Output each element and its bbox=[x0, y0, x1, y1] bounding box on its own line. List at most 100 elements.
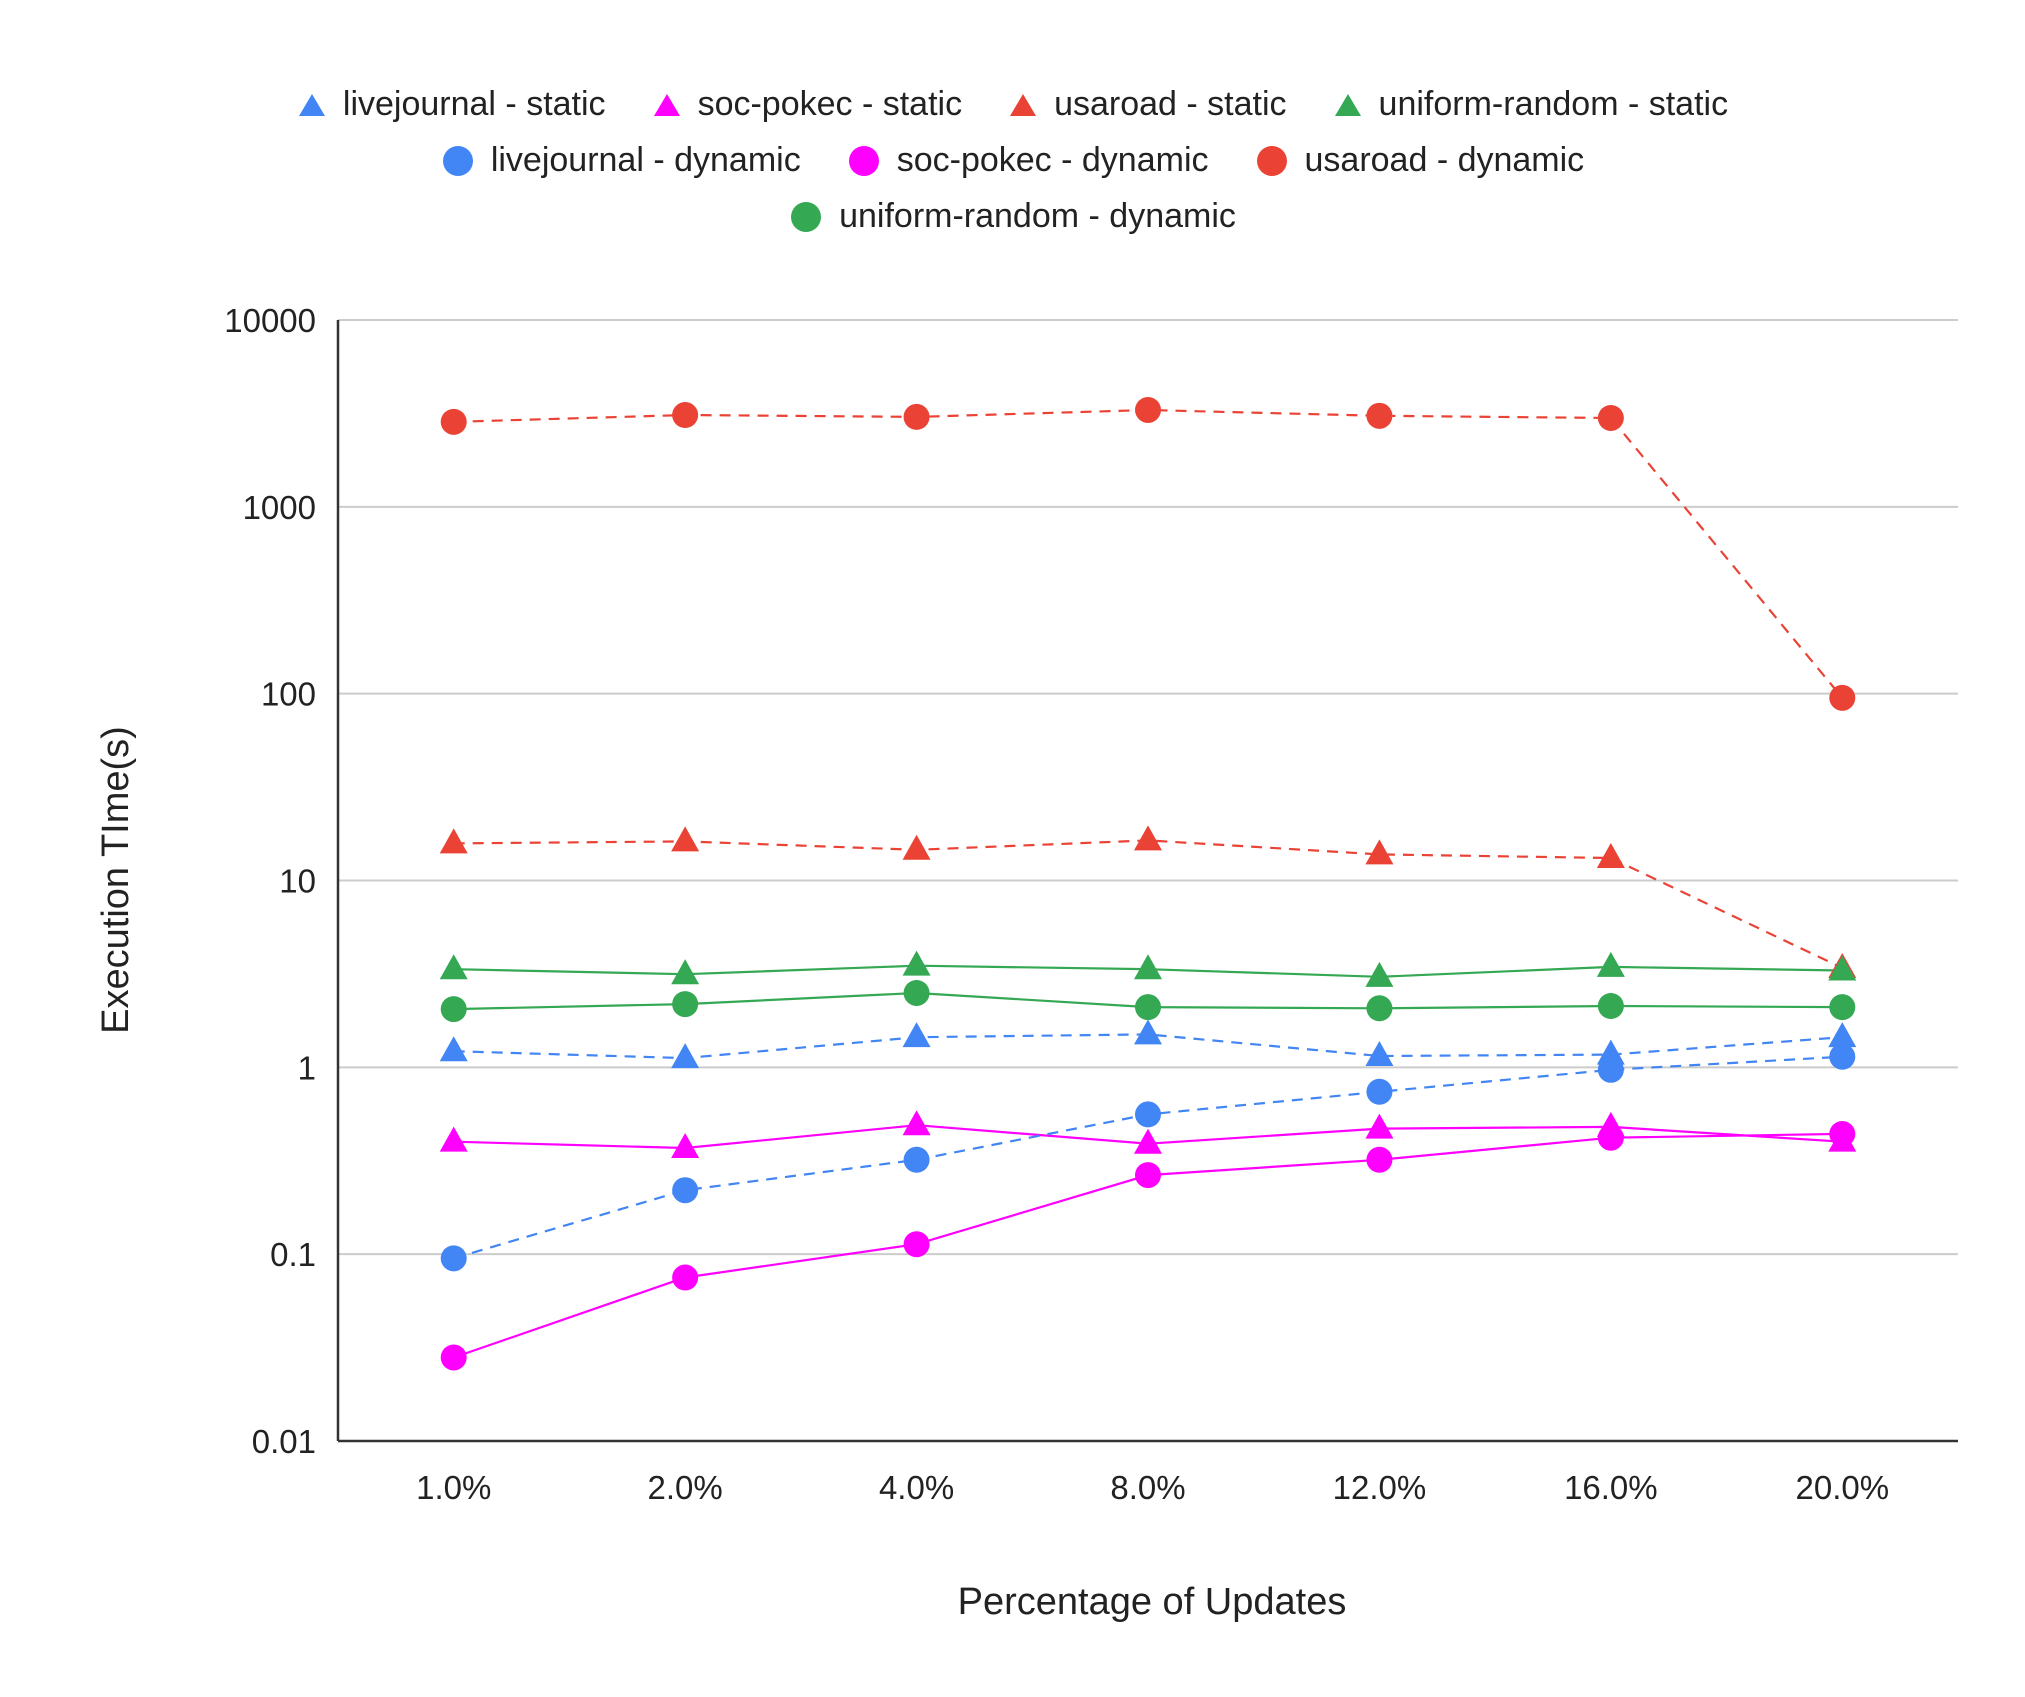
series-line bbox=[453, 1055, 1843, 1260]
y-tick-labels: 10000 1000 100 10 1 0.1 0.01 bbox=[224, 302, 316, 1460]
data-point[interactable] bbox=[440, 996, 467, 1023]
data-point[interactable] bbox=[1597, 1124, 1624, 1151]
data-point[interactable] bbox=[902, 1022, 931, 1048]
data-point[interactable] bbox=[902, 834, 931, 860]
legend-label: usaroad - dynamic bbox=[1304, 141, 1585, 179]
x-tick-label: 2.0% bbox=[648, 1469, 723, 1506]
triangle-marker-icon bbox=[1334, 93, 1361, 116]
data-point[interactable] bbox=[1135, 994, 1161, 1021]
legend-label: uniform-random - static bbox=[1378, 85, 1729, 123]
data-point[interactable] bbox=[1134, 954, 1162, 980]
data-point[interactable] bbox=[439, 954, 468, 980]
data-point[interactable] bbox=[439, 1036, 468, 1062]
legend-row-1: livejournal - static soc-pokec - static … bbox=[0, 85, 2025, 124]
x-tick-label: 16.0% bbox=[1564, 1469, 1658, 1506]
data-point[interactable] bbox=[902, 950, 931, 976]
data-point[interactable] bbox=[1829, 1120, 1856, 1147]
triangle-marker-icon bbox=[298, 93, 325, 116]
data-point[interactable] bbox=[903, 403, 930, 430]
axes bbox=[336, 320, 1958, 1443]
y-axis-title: Execution TIme(s) bbox=[95, 726, 137, 1034]
data-point[interactable] bbox=[1365, 1040, 1394, 1066]
data-point[interactable] bbox=[1135, 1101, 1161, 1128]
data-point[interactable] bbox=[672, 991, 699, 1018]
x-tick-label: 8.0% bbox=[1110, 1469, 1185, 1506]
data-point[interactable] bbox=[439, 828, 468, 854]
x-tick-label: 4.0% bbox=[879, 1469, 954, 1506]
data-point[interactable] bbox=[1134, 825, 1162, 851]
legend-row-2: livejournal - dynamic soc-pokec - dynami… bbox=[0, 141, 2025, 180]
data-point[interactable] bbox=[1365, 839, 1394, 865]
data-point[interactable] bbox=[1596, 842, 1625, 868]
y-tick-label: 1000 bbox=[243, 489, 316, 526]
data-point[interactable] bbox=[1365, 961, 1394, 987]
legend-item-soc-pokec-static[interactable]: soc-pokec - static bbox=[652, 85, 962, 124]
circle-marker-icon bbox=[848, 145, 879, 176]
data-point[interactable] bbox=[671, 1043, 700, 1069]
y-tick-label: 0.01 bbox=[252, 1423, 316, 1460]
legend-label: livejournal - dynamic bbox=[490, 141, 801, 179]
legend-item-livejournal-dynamic[interactable]: livejournal - dynamic bbox=[441, 141, 801, 180]
data-point[interactable] bbox=[671, 959, 700, 985]
data-point[interactable] bbox=[1828, 955, 1857, 981]
data-point[interactable] bbox=[903, 979, 930, 1006]
legend-item-usaroad-static[interactable]: usaroad - static bbox=[1008, 85, 1287, 124]
data-point[interactable] bbox=[1596, 1039, 1625, 1065]
data-point[interactable] bbox=[440, 408, 467, 435]
data-point[interactable] bbox=[1134, 1128, 1162, 1154]
data-point[interactable] bbox=[439, 1126, 468, 1152]
triangle-marker-icon bbox=[1010, 93, 1037, 116]
circle-marker-icon bbox=[442, 145, 473, 176]
series-line bbox=[453, 408, 1844, 699]
data-point[interactable] bbox=[1829, 684, 1856, 711]
legend-item-usaroad-dynamic[interactable]: usaroad - dynamic bbox=[1255, 141, 1585, 180]
data-point[interactable] bbox=[671, 1133, 700, 1159]
legend-row-3: uniform-random - dynamic bbox=[0, 197, 2025, 236]
series-line bbox=[453, 839, 1843, 969]
data-point[interactable] bbox=[1597, 1056, 1624, 1083]
y-tick-label: 10000 bbox=[224, 302, 316, 339]
legend-item-livejournal-static[interactable]: livejournal - static bbox=[297, 85, 606, 124]
legend-item-uniform-random-static[interactable]: uniform-random - static bbox=[1333, 85, 1729, 124]
data-point[interactable] bbox=[902, 1110, 931, 1136]
data-point[interactable] bbox=[1366, 1146, 1393, 1173]
data-point[interactable] bbox=[1596, 951, 1625, 977]
data-point[interactable] bbox=[671, 826, 700, 852]
data-point[interactable] bbox=[1366, 402, 1393, 429]
data-point[interactable] bbox=[903, 1146, 930, 1173]
data-point[interactable] bbox=[903, 1231, 930, 1258]
circle-marker-icon bbox=[1256, 145, 1287, 176]
data-point[interactable] bbox=[1829, 1043, 1856, 1070]
y-tick-label: 1 bbox=[298, 1049, 316, 1086]
y-tick-label: 100 bbox=[261, 676, 316, 713]
x-tick-label: 12.0% bbox=[1333, 1469, 1427, 1506]
data-point[interactable] bbox=[672, 1177, 699, 1204]
triangle-marker-icon bbox=[653, 93, 680, 116]
data-point[interactable] bbox=[1134, 1019, 1162, 1045]
legend-label: usaroad - static bbox=[1054, 85, 1287, 123]
data-point[interactable] bbox=[440, 1245, 467, 1272]
data-point[interactable] bbox=[1135, 396, 1161, 423]
x-tick-label: 1.0% bbox=[416, 1469, 491, 1506]
x-tick-label: 20.0% bbox=[1795, 1469, 1889, 1506]
data-point[interactable] bbox=[440, 1344, 467, 1371]
data-point[interactable] bbox=[1366, 1078, 1393, 1105]
series-group bbox=[439, 396, 1857, 1371]
data-point[interactable] bbox=[1366, 995, 1393, 1022]
legend-label: soc-pokec - dynamic bbox=[896, 141, 1209, 179]
data-point[interactable] bbox=[1597, 992, 1624, 1019]
legend-item-uniform-random-dynamic[interactable]: uniform-random - dynamic bbox=[789, 197, 1236, 236]
data-point[interactable] bbox=[1828, 1022, 1857, 1048]
grid-lines bbox=[338, 319, 1958, 1256]
data-point[interactable] bbox=[1597, 404, 1624, 431]
data-point[interactable] bbox=[1829, 994, 1856, 1021]
legend-label: livejournal - static bbox=[342, 85, 606, 123]
data-point[interactable] bbox=[672, 1264, 699, 1291]
data-point[interactable] bbox=[1365, 1113, 1394, 1139]
circle-marker-icon bbox=[791, 201, 822, 232]
data-point[interactable] bbox=[1135, 1162, 1161, 1189]
y-tick-label: 10 bbox=[279, 863, 316, 900]
data-point[interactable] bbox=[672, 402, 699, 429]
legend-item-soc-pokec-dynamic[interactable]: soc-pokec - dynamic bbox=[847, 141, 1209, 180]
